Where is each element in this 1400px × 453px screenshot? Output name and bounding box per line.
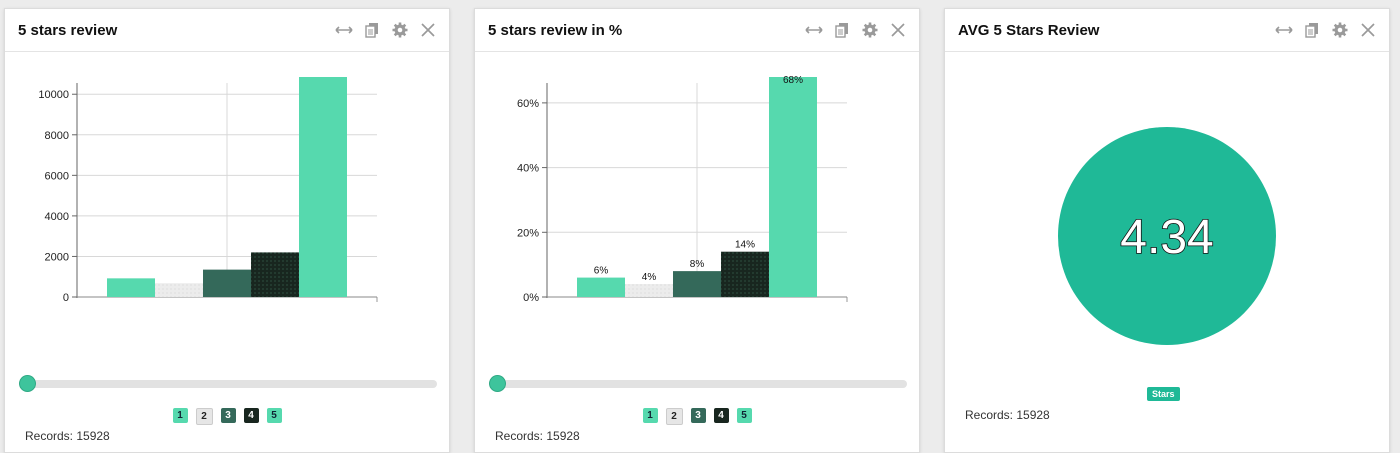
panel-header: 5 stars review in % [475, 9, 919, 52]
bar-chart: 0% 20% 40% 60% 6% 4% 8% 14% 68% [517, 75, 848, 304]
copy-icon[interactable] [833, 21, 851, 39]
panel-avg-5-stars-review: AVG 5 Stars Review 4.34 Stars Records: 1… [944, 8, 1390, 453]
legend-item-2[interactable]: 2 [665, 408, 683, 425]
slider-handle[interactable] [489, 375, 506, 392]
bar-2[interactable] [155, 283, 203, 297]
panel-toolbar [335, 21, 437, 39]
avg-value-gauge: 4.34 [1058, 127, 1276, 345]
resize-icon[interactable] [335, 21, 353, 39]
y-tick-label: 0 [63, 292, 69, 304]
bar-3[interactable] [203, 269, 251, 297]
legend-item-5[interactable]: 5 [736, 408, 752, 423]
bar-5[interactable] [299, 77, 347, 297]
avg-value-circle [1058, 127, 1276, 345]
data-label: 4% [642, 272, 657, 283]
data-label: 68% [783, 75, 803, 86]
y-tick-label: 10000 [38, 89, 69, 101]
slider-track[interactable] [19, 380, 437, 388]
bar-4[interactable] [251, 252, 299, 297]
legend-item-2[interactable]: 2 [195, 408, 213, 425]
panel-toolbar [805, 21, 907, 39]
panel-title: 5 stars review in % [488, 22, 623, 39]
bar-4[interactable] [721, 251, 769, 297]
y-tick-label: 60% [517, 98, 539, 110]
close-icon[interactable] [1359, 21, 1377, 39]
panel-title: 5 stars review [18, 22, 118, 39]
range-slider[interactable] [19, 375, 437, 392]
copy-icon[interactable] [363, 21, 381, 39]
close-icon[interactable] [889, 21, 907, 39]
y-tick-label: 0% [523, 292, 539, 304]
y-tick-label: 2000 [45, 251, 69, 263]
legend-item-3[interactable]: 3 [220, 408, 236, 423]
panel-header: 5 stars review [5, 9, 449, 52]
legend-item-3[interactable]: 3 [690, 408, 706, 423]
data-label: 14% [735, 240, 755, 251]
y-tick-label: 20% [517, 227, 539, 239]
y-tick-label: 8000 [45, 130, 69, 142]
records-count: Records: 15928 [25, 429, 110, 443]
resize-icon[interactable] [1275, 21, 1293, 39]
legend-item-5[interactable]: 5 [266, 408, 282, 423]
resize-icon[interactable] [805, 21, 823, 39]
panel-5-stars-review-percent: 5 stars review in % 0% 20% 40% 60% 6% 4% 8% 14%… [474, 8, 920, 453]
panel-header: AVG 5 Stars Review [945, 9, 1389, 52]
records-count: Records: 15928 [965, 408, 1050, 422]
bar-3[interactable] [673, 271, 721, 297]
copy-icon[interactable] [1303, 21, 1321, 39]
gear-icon[interactable] [391, 21, 409, 39]
data-label: 6% [594, 266, 609, 277]
legend-item-1[interactable]: 1 [642, 408, 658, 423]
data-label: 8% [690, 259, 705, 270]
legend-item-4[interactable]: 4 [713, 408, 729, 423]
legend-item-1[interactable]: 1 [172, 408, 188, 423]
bar-1[interactable] [107, 278, 155, 297]
bar-1[interactable] [577, 277, 625, 297]
records-count: Records: 15928 [495, 429, 580, 443]
gear-icon[interactable] [861, 21, 879, 39]
y-tick-label: 4000 [45, 211, 69, 223]
panel-title: AVG 5 Stars Review [958, 22, 1100, 39]
close-icon[interactable] [419, 21, 437, 39]
bar-5[interactable] [769, 77, 817, 297]
slider-handle[interactable] [19, 375, 36, 392]
slider-track[interactable] [489, 380, 907, 388]
y-tick-label: 40% [517, 163, 539, 175]
range-slider[interactable] [489, 375, 907, 392]
legend-item-4[interactable]: 4 [243, 408, 259, 423]
y-tick-label: 6000 [45, 170, 69, 182]
stars-badge: Stars [1147, 387, 1180, 401]
gear-icon[interactable] [1331, 21, 1349, 39]
panel-toolbar [1275, 21, 1377, 39]
bar-2[interactable] [625, 284, 673, 297]
avg-value-text: 4.34 [1120, 211, 1213, 264]
bar-chart: 0 2000 4000 6000 8000 10000 [38, 77, 378, 304]
